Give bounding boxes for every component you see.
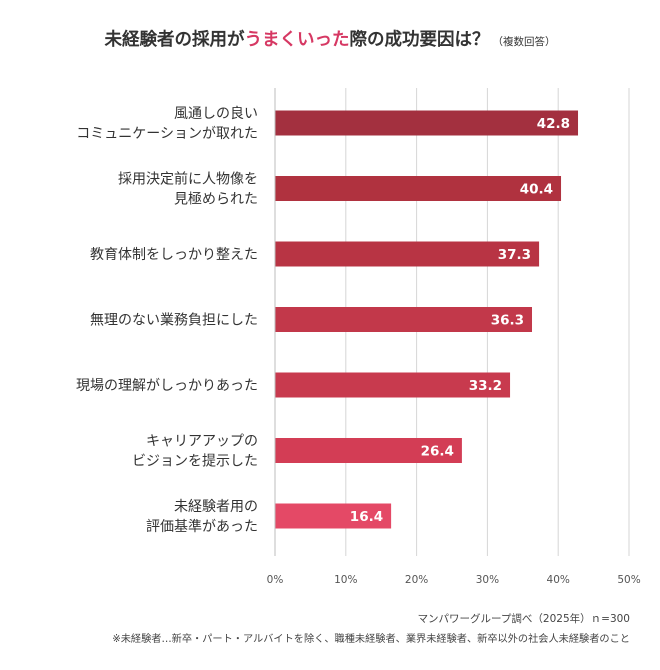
- category-label-3-0: 無理のない業務負担にした: [90, 313, 258, 329]
- value-label-1: 40.4: [520, 182, 553, 198]
- bar-2: [275, 241, 540, 267]
- value-label-4: 33.2: [469, 378, 502, 394]
- x-tick-label-5: 50%: [617, 574, 640, 586]
- bar-6: [275, 503, 392, 529]
- category-label-1-0: 採用決定前に人物像を: [118, 171, 258, 188]
- bar-4: [275, 372, 511, 398]
- x-tick-label-1: 10%: [334, 574, 357, 586]
- category-label-5-1: ビジョンを提示した: [132, 454, 258, 470]
- bar-0: [275, 110, 579, 136]
- title-text-after: 際の成功要因は？: [349, 30, 490, 50]
- title-subtitle: （複数回答）: [492, 36, 556, 48]
- value-label-0: 42.8: [537, 116, 570, 132]
- x-tick-label-3: 30%: [476, 574, 499, 586]
- category-label-5-0: キャリアアップの: [146, 434, 258, 450]
- category-label-0-0: 風通しの良い: [174, 106, 258, 122]
- bar-3: [275, 307, 533, 332]
- bar-1: [275, 176, 562, 201]
- category-label-0-1: コミュニケーションが取れた: [76, 126, 258, 142]
- value-label-6: 16.4: [350, 509, 383, 525]
- category-label-4-0: 現場の理解がしっかりあった: [76, 378, 258, 394]
- title-text-before: 未経験者の採用が: [104, 30, 245, 50]
- x-tick-label-4: 40%: [547, 574, 570, 586]
- value-label-2: 37.3: [498, 247, 531, 263]
- title-highlight: うまくいった: [244, 30, 350, 50]
- x-tick-label-0: 0%: [267, 574, 284, 586]
- category-label-6-0: 未経験者用の: [174, 499, 258, 515]
- chart-title: 未経験者の採用がうまくいった際の成功要因は？ （複数回答）: [0, 26, 660, 51]
- x-tick-label-2: 20%: [405, 574, 428, 586]
- bar-5: [275, 438, 462, 463]
- footnote: ※未経験者…新卒・パート・アルバイトを除く、職種未経験者、業界未経験者、新卒以外…: [112, 634, 630, 645]
- category-label-1-1: 見極められた: [174, 192, 258, 208]
- value-label-3: 36.3: [491, 313, 524, 329]
- category-label-2-0: 教育体制をしっかり整えた: [90, 247, 258, 263]
- category-label-6-1: 評価基準があった: [146, 518, 258, 535]
- source-note: マンパワーグループ調べ（2025年）ｎ=300: [417, 613, 630, 625]
- value-label-5: 26.4: [421, 444, 454, 460]
